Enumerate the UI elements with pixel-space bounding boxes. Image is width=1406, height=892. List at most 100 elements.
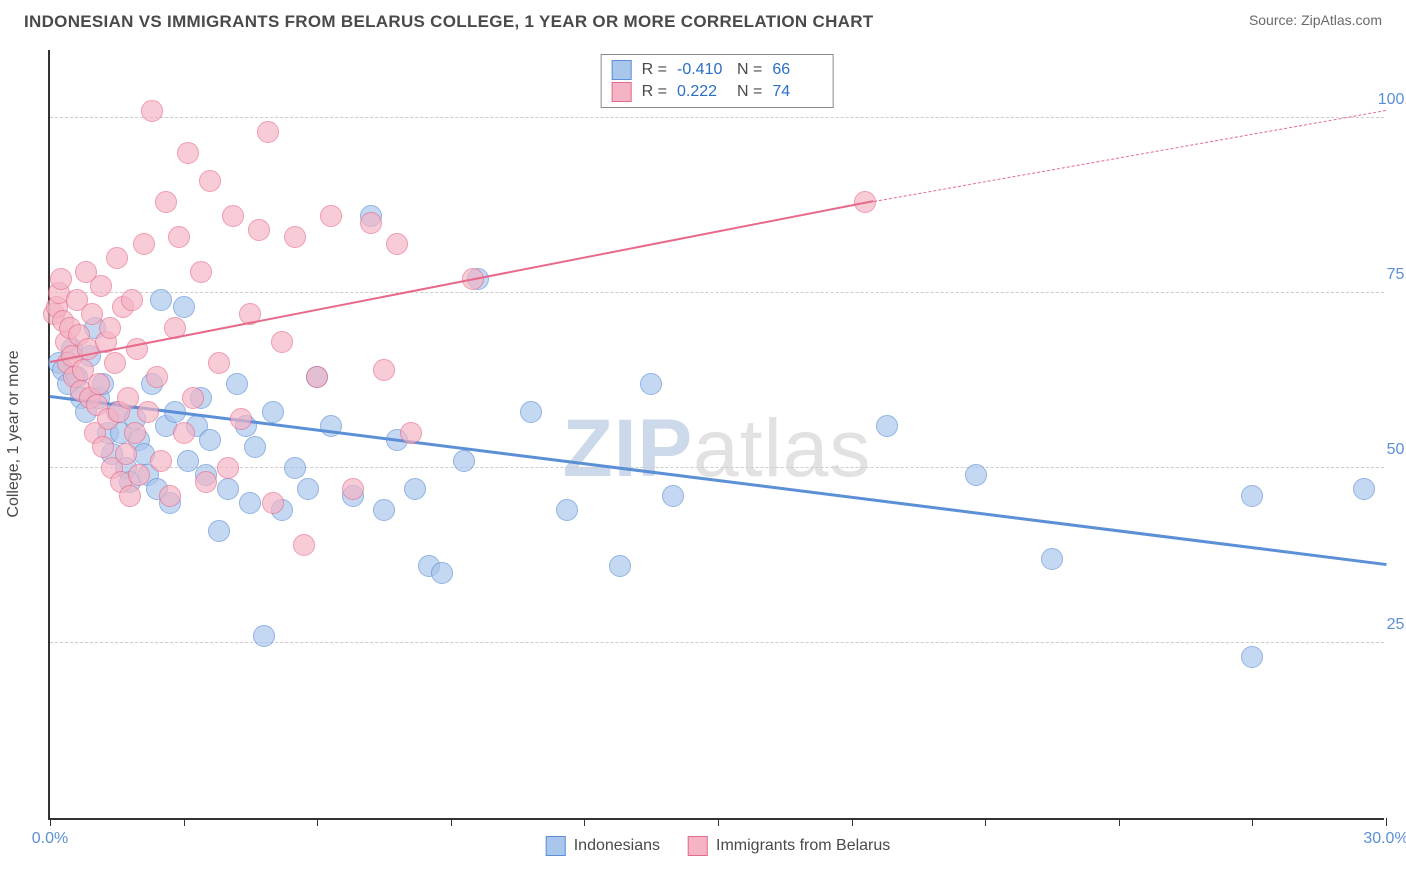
legend-n-value: 66 <box>772 61 822 79</box>
x-tick <box>985 818 986 826</box>
x-tick-label: 0.0% <box>32 830 68 848</box>
gridline <box>50 292 1384 293</box>
data-point <box>88 373 110 395</box>
data-point <box>190 261 212 283</box>
data-point <box>253 625 275 647</box>
data-point <box>404 478 426 500</box>
data-point <box>1241 485 1263 507</box>
data-point <box>50 268 72 290</box>
data-point <box>222 205 244 227</box>
data-point <box>119 485 141 507</box>
data-point <box>208 520 230 542</box>
x-tick <box>451 818 452 826</box>
data-point <box>262 401 284 423</box>
x-tick-label: 30.0% <box>1363 830 1406 848</box>
data-point <box>173 422 195 444</box>
y-tick-label: 100.0% <box>1366 91 1406 109</box>
y-tick-label: 50.0% <box>1366 441 1406 459</box>
legend-r-label: R = <box>642 61 667 79</box>
data-point <box>239 492 261 514</box>
x-tick <box>852 818 853 826</box>
data-point <box>199 170 221 192</box>
data-point <box>609 555 631 577</box>
legend-r-value: 0.222 <box>677 83 727 101</box>
legend-swatch <box>612 60 632 80</box>
data-point <box>208 352 230 374</box>
data-point <box>124 422 146 444</box>
watermark: ZIPatlas <box>563 402 872 496</box>
data-point <box>284 457 306 479</box>
gridline <box>50 117 1384 118</box>
y-tick-label: 25.0% <box>1366 616 1406 634</box>
chart-title: INDONESIAN VS IMMIGRANTS FROM BELARUS CO… <box>24 12 874 32</box>
data-point <box>104 352 126 374</box>
data-point <box>217 457 239 479</box>
data-point <box>150 289 172 311</box>
data-point <box>297 478 319 500</box>
data-point <box>226 373 248 395</box>
data-point <box>121 289 143 311</box>
data-point <box>1041 548 1063 570</box>
data-point <box>150 450 172 472</box>
data-point <box>137 401 159 423</box>
data-point <box>141 100 163 122</box>
source-label: Source: ZipAtlas.com <box>1249 12 1382 28</box>
data-point <box>965 464 987 486</box>
trend-line <box>874 110 1386 202</box>
legend-series-item: Indonesians <box>546 836 660 856</box>
data-point <box>117 387 139 409</box>
data-point <box>342 478 364 500</box>
data-point <box>155 191 177 213</box>
data-point <box>640 373 662 395</box>
gridline <box>50 467 1384 468</box>
x-tick <box>1252 818 1253 826</box>
data-point <box>106 247 128 269</box>
legend-stat-row: R = -0.410 N = 66 <box>612 59 823 81</box>
data-point <box>431 562 453 584</box>
data-point <box>1241 646 1263 668</box>
data-point <box>90 275 112 297</box>
legend-n-label: N = <box>737 61 762 79</box>
legend-series-label: Indonesians <box>574 837 660 855</box>
chart-container: College, 1 year or more ZIPatlas R =-0.4… <box>48 50 1388 820</box>
data-point <box>182 387 204 409</box>
data-point <box>99 317 121 339</box>
data-point <box>128 464 150 486</box>
data-point <box>230 408 252 430</box>
data-point <box>556 499 578 521</box>
legend-swatch <box>546 836 566 856</box>
data-point <box>306 366 328 388</box>
data-point <box>520 401 542 423</box>
data-point <box>195 471 217 493</box>
trend-line <box>50 200 874 363</box>
data-point <box>159 485 181 507</box>
x-tick <box>718 818 719 826</box>
legend-series-item: Immigrants from Belarus <box>688 836 890 856</box>
legend-stats: R = -0.410 N = 66R = 0.222 N = 74 <box>601 54 834 108</box>
data-point <box>373 499 395 521</box>
data-point <box>293 534 315 556</box>
legend-n-value: 74 <box>772 83 822 101</box>
plot-area: College, 1 year or more ZIPatlas R =-0.4… <box>48 50 1384 820</box>
data-point <box>248 219 270 241</box>
data-point <box>177 142 199 164</box>
x-tick <box>50 818 51 826</box>
legend-r-value: -0.410 <box>677 61 727 79</box>
data-point <box>453 450 475 472</box>
x-tick <box>184 818 185 826</box>
gridline <box>50 642 1384 643</box>
data-point <box>244 436 266 458</box>
data-point <box>173 296 195 318</box>
legend-swatch <box>688 836 708 856</box>
data-point <box>400 422 422 444</box>
x-tick <box>1386 818 1387 826</box>
legend-series-label: Immigrants from Belarus <box>716 837 890 855</box>
data-point <box>320 205 342 227</box>
data-point <box>262 492 284 514</box>
data-point <box>168 226 190 248</box>
data-point <box>217 478 239 500</box>
data-point <box>146 366 168 388</box>
data-point <box>92 436 114 458</box>
data-point <box>284 226 306 248</box>
x-tick <box>1119 818 1120 826</box>
